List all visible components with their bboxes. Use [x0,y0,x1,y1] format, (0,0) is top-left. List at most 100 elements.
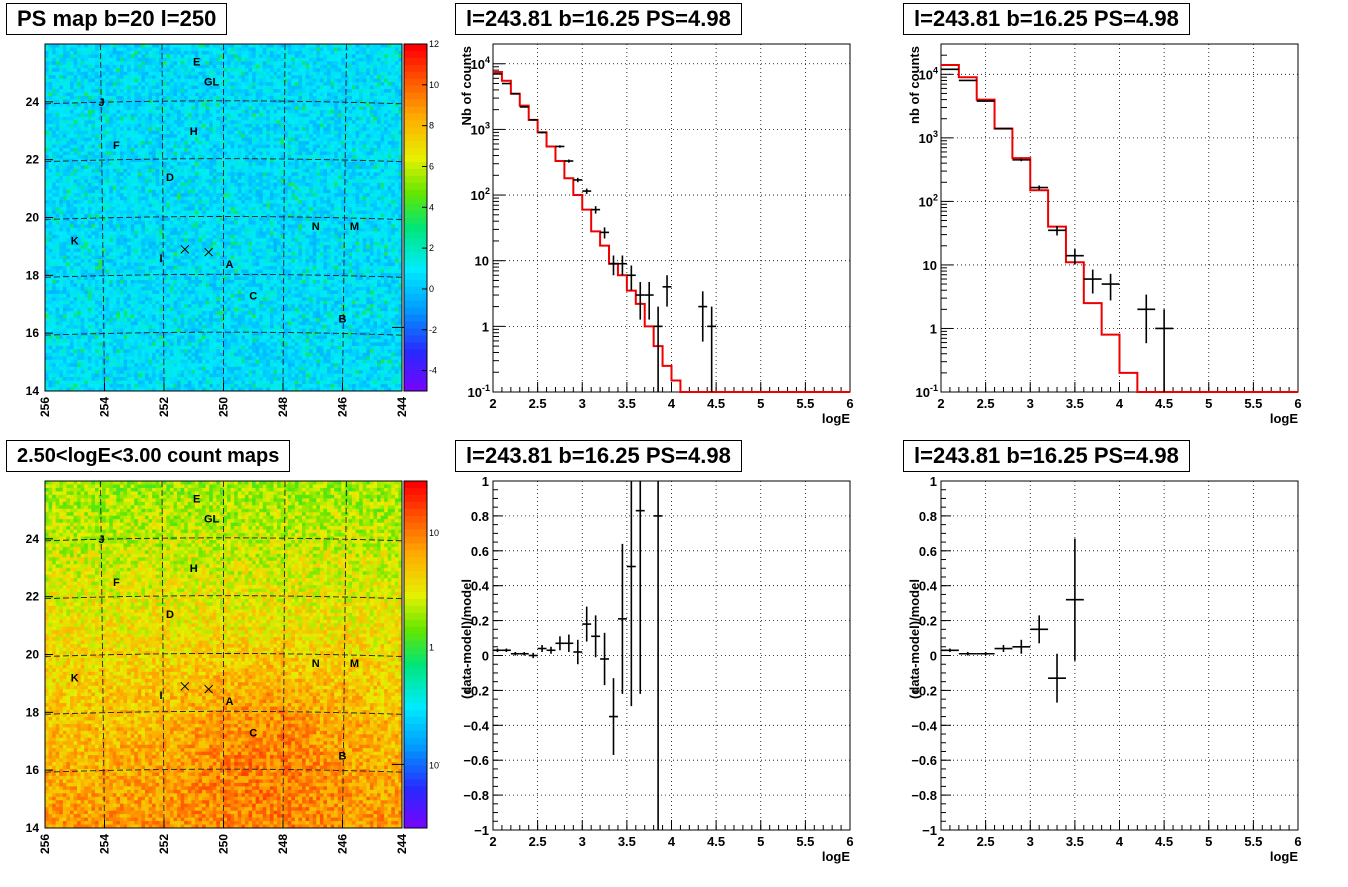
source-label: A [225,259,233,271]
y-tick-label: −1 [474,823,489,838]
colorbar-step [404,273,427,280]
map-ytick-label: 20 [26,648,40,662]
x-tick-label: 3.5 [1066,396,1084,411]
colorbar-label: 0 [429,284,434,294]
x-tick-label: 5 [757,396,764,411]
x-tick-label: 2.5 [529,396,547,411]
y-tick-label: 10 [475,254,489,269]
x-tick-label: 4 [1116,834,1124,849]
source-label: C [249,291,257,303]
colorbar-step [404,322,427,329]
colorbar-step [404,72,427,79]
x-tick-label: 4.5 [707,834,725,849]
colorbar-step [404,766,427,773]
colorbar-step [404,155,427,162]
colorbar-step [404,301,427,308]
x-tick-label: 6 [846,396,853,411]
colorbar-step [404,363,427,370]
colorbar-step [404,58,427,65]
y-tick-label: −0.8 [463,788,489,803]
map-ytick-label: 14 [26,384,40,398]
colorbar-step [404,516,427,523]
colorbar-step [404,717,427,724]
colorbar-step [404,661,427,668]
y-tick-label: −0.4 [911,718,937,733]
colorbar-step [404,238,427,245]
colorbar-step [404,523,427,530]
colorbar-step [404,821,427,828]
map-xtick-label: 252 [157,397,171,417]
colorbar-label: -2 [429,325,437,335]
colorbar-step [404,231,427,238]
colorbar-step [404,252,427,259]
colorbar-step [404,564,427,571]
colorbar-step [404,703,427,710]
x-tick-label: 6 [1294,396,1301,411]
source-label: B [339,314,347,326]
y-tick-label: 10 [923,258,937,273]
colorbar-step [404,197,427,204]
colorbar-step [404,793,427,800]
x-tick-label: 3 [579,834,586,849]
map-xtick-label: 256 [38,834,52,854]
colorbar-step [404,183,427,190]
source-label: K [71,236,79,248]
x-tick-label: 4 [668,396,676,411]
colorbar-label: 6 [429,161,434,171]
colorbar-step [404,675,427,682]
colorbar-step [404,190,427,197]
colorbar-step [404,127,427,134]
colorbar-step [404,641,427,648]
colorbar-label: 2 [429,243,434,253]
map-ytick-label: 24 [26,95,40,109]
x-tick-label: 5.5 [1244,396,1262,411]
colorbar-step [404,106,427,113]
source-label: F [113,577,120,589]
colorbar-label: 10-1 [429,760,440,771]
x-tick-label: 5.5 [1244,834,1262,849]
colorbar-step [404,696,427,703]
map-ytick-label: 18 [26,268,40,282]
colorbar-label: 12 [429,39,439,49]
map-ytick-label: 22 [26,590,40,604]
x-tick-label: 3.5 [618,834,636,849]
colorbar-step [404,543,427,550]
x-tick-label: 3.5 [1066,834,1084,849]
colorbar-step [404,488,427,495]
colorbar-step [404,509,427,516]
colorbar-label: 4 [429,202,434,212]
colorbar-step [404,655,427,662]
x-axis-label: logE [822,411,850,426]
colorbar-step [404,779,427,786]
map-xtick-label: 248 [276,834,290,854]
colorbar-step [404,682,427,689]
x-tick-label: 4.5 [707,396,725,411]
colorbar-label: -4 [429,366,437,376]
y-tick-label: 10-1 [916,383,938,400]
x-axis-label: logE [822,849,850,864]
source-label: J [98,534,104,546]
y-tick-label: 102 [919,192,938,209]
colorbar-step [404,648,427,655]
colorbar-step [404,724,427,731]
colorbar-step [404,384,427,391]
colorbar-step [404,176,427,183]
colorbar-step [404,287,427,294]
colorbar-step [404,44,427,51]
colorbar-step [404,224,427,231]
y-tick-label: 0.8 [919,509,937,524]
colorbar-step [404,259,427,266]
source-label: H [190,126,198,138]
y-tick-label: 10-1 [468,383,490,400]
y-tick-label: −0.4 [463,718,489,733]
colorbar-step [404,599,427,606]
colorbar-step [404,571,427,578]
colorbar-label: 10 [429,80,439,90]
source-label: M [350,658,359,670]
colorbar-step [404,620,427,627]
source-label: D [166,172,174,184]
source-label: GL [204,514,220,526]
source-label: H [190,563,198,575]
